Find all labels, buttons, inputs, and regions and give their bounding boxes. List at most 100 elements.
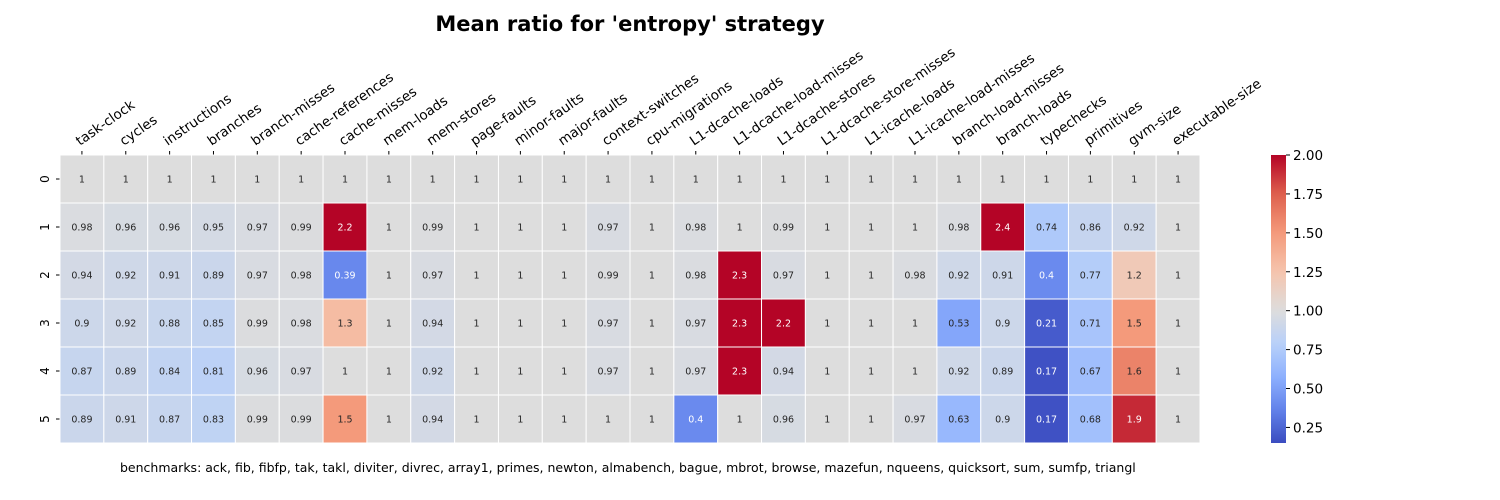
heatmap-cell	[761, 154, 806, 204]
cell-value-label: 0.97	[597, 319, 618, 330]
cell-value-label: 0.94	[773, 367, 794, 378]
heatmap-cell	[541, 298, 587, 348]
heatmap-cell	[191, 202, 236, 252]
colorbar-tick-label: 1.00	[1293, 304, 1323, 320]
cell-value-label: 1	[824, 271, 830, 282]
cell-value-label: 1.6	[1127, 367, 1142, 378]
cell-value-label: 2.3	[732, 367, 747, 378]
cell-value-label: 1	[474, 271, 480, 282]
cell-value-label: 0.96	[773, 415, 794, 426]
heatmap-cell	[629, 154, 675, 204]
heatmap-cell	[892, 298, 938, 348]
heatmap-cell	[980, 346, 1026, 396]
heatmap-cell	[278, 154, 324, 204]
cell-value-label: 0.87	[159, 415, 180, 426]
heatmap-cell	[1155, 346, 1201, 396]
cell-value-label: 0.97	[247, 271, 268, 282]
row-label: 5	[38, 415, 52, 423]
cell-value-label: 0.99	[291, 415, 312, 426]
cell-value-label: 0.39	[334, 271, 355, 282]
cell-value-label: 0.9	[995, 415, 1010, 426]
cell-value-label: 1	[517, 415, 523, 426]
cell-value-label: 1	[824, 415, 830, 426]
cell-value-label: 0.97	[597, 367, 618, 378]
heatmap-cell	[1111, 250, 1157, 300]
row-label: 4	[38, 367, 52, 375]
colorbar-tick-label: 1.75	[1293, 187, 1323, 203]
cell-value-label: 1	[649, 415, 655, 426]
cell-value-label: 1	[649, 271, 655, 282]
cell-value-label: 0.98	[685, 223, 706, 234]
heatmap-cell	[761, 250, 806, 300]
row-label: 1	[38, 223, 52, 231]
heatmap-cell	[103, 250, 149, 300]
heatmap-cell	[278, 298, 324, 348]
heatmap-cell	[454, 394, 499, 444]
heatmap-cell	[410, 346, 456, 396]
cell-value-label: 1	[868, 415, 874, 426]
cell-value-label: 1	[561, 175, 567, 186]
heatmap-cell	[1155, 154, 1201, 204]
cell-value-label: 1	[386, 271, 392, 282]
cell-value-label: 0.92	[948, 367, 969, 378]
cell-value-label: 0.97	[904, 415, 925, 426]
cell-value-label: 1.3	[337, 319, 352, 330]
cell-value-label: 1	[912, 223, 918, 234]
cell-value-label: 1	[561, 271, 567, 282]
cell-value-label: 1	[649, 223, 655, 234]
heatmap-cell	[936, 394, 982, 444]
cell-value-label: 1	[912, 367, 918, 378]
cell-value-label: 0.98	[291, 319, 312, 330]
cell-value-label: 0.71	[1080, 319, 1101, 330]
heatmap-cell	[410, 298, 456, 348]
cell-value-label: 0.67	[1080, 367, 1101, 378]
cell-value-label: 1	[167, 175, 173, 186]
heatmap-cell	[366, 202, 412, 252]
cell-value-label: 0.97	[247, 223, 268, 234]
cell-value-label: 0.97	[597, 223, 618, 234]
cell-value-label: 1	[912, 319, 918, 330]
cell-value-label: 1	[693, 175, 699, 186]
heatmap-cell	[410, 394, 456, 444]
cell-value-label: 1	[780, 175, 786, 186]
heatmap-cell	[1111, 346, 1157, 396]
cell-value-label: 1	[912, 175, 918, 186]
colorbar: 0.25 0.50 0.75 1.00 1.25 1.50 1.75 2.00	[1271, 148, 1323, 443]
heatmap-cell	[147, 250, 193, 300]
heatmap-cell	[848, 298, 894, 348]
heatmap-cell	[1067, 298, 1113, 348]
heatmap-cell	[1155, 298, 1201, 348]
cell-value-label: 1	[824, 319, 830, 330]
cell-value-label: 1	[1175, 415, 1181, 426]
cell-value-label: 1.5	[1127, 319, 1142, 330]
heatmap-cell	[761, 394, 806, 444]
cell-value-label: 1	[342, 367, 348, 378]
cell-value-label: 1	[430, 175, 436, 186]
cell-value-label: 1	[474, 415, 480, 426]
heatmap-cell	[804, 346, 850, 396]
cell-value-label: 1	[561, 415, 567, 426]
heatmap-cell	[629, 250, 675, 300]
colorbar-gradient	[1271, 155, 1286, 443]
chart-title: Mean ratio for 'entropy' strategy	[435, 12, 825, 36]
cell-value-label: 1	[561, 367, 567, 378]
cell-value-label: 1	[605, 175, 611, 186]
heatmap-cell	[1111, 298, 1157, 348]
cell-value-label: 0.91	[159, 271, 180, 282]
heatmap-cell	[1024, 346, 1069, 396]
cell-value-label: 0.99	[422, 223, 443, 234]
heatmap-cell	[936, 298, 982, 348]
cell-value-label: 1	[386, 175, 392, 186]
heatmap-cell	[497, 298, 543, 348]
cell-value-label: 1	[79, 175, 85, 186]
cell-value-label: 0.89	[992, 367, 1013, 378]
cell-value-label: 1.5	[337, 415, 352, 426]
cell-value-label: 0.98	[685, 271, 706, 282]
heatmap-cell	[191, 250, 236, 300]
heatmap-cell	[103, 298, 149, 348]
cell-value-label: 1	[298, 175, 304, 186]
heatmap-cell	[234, 154, 280, 204]
heatmap-cell	[410, 202, 456, 252]
cell-value-label: 0.97	[685, 319, 706, 330]
